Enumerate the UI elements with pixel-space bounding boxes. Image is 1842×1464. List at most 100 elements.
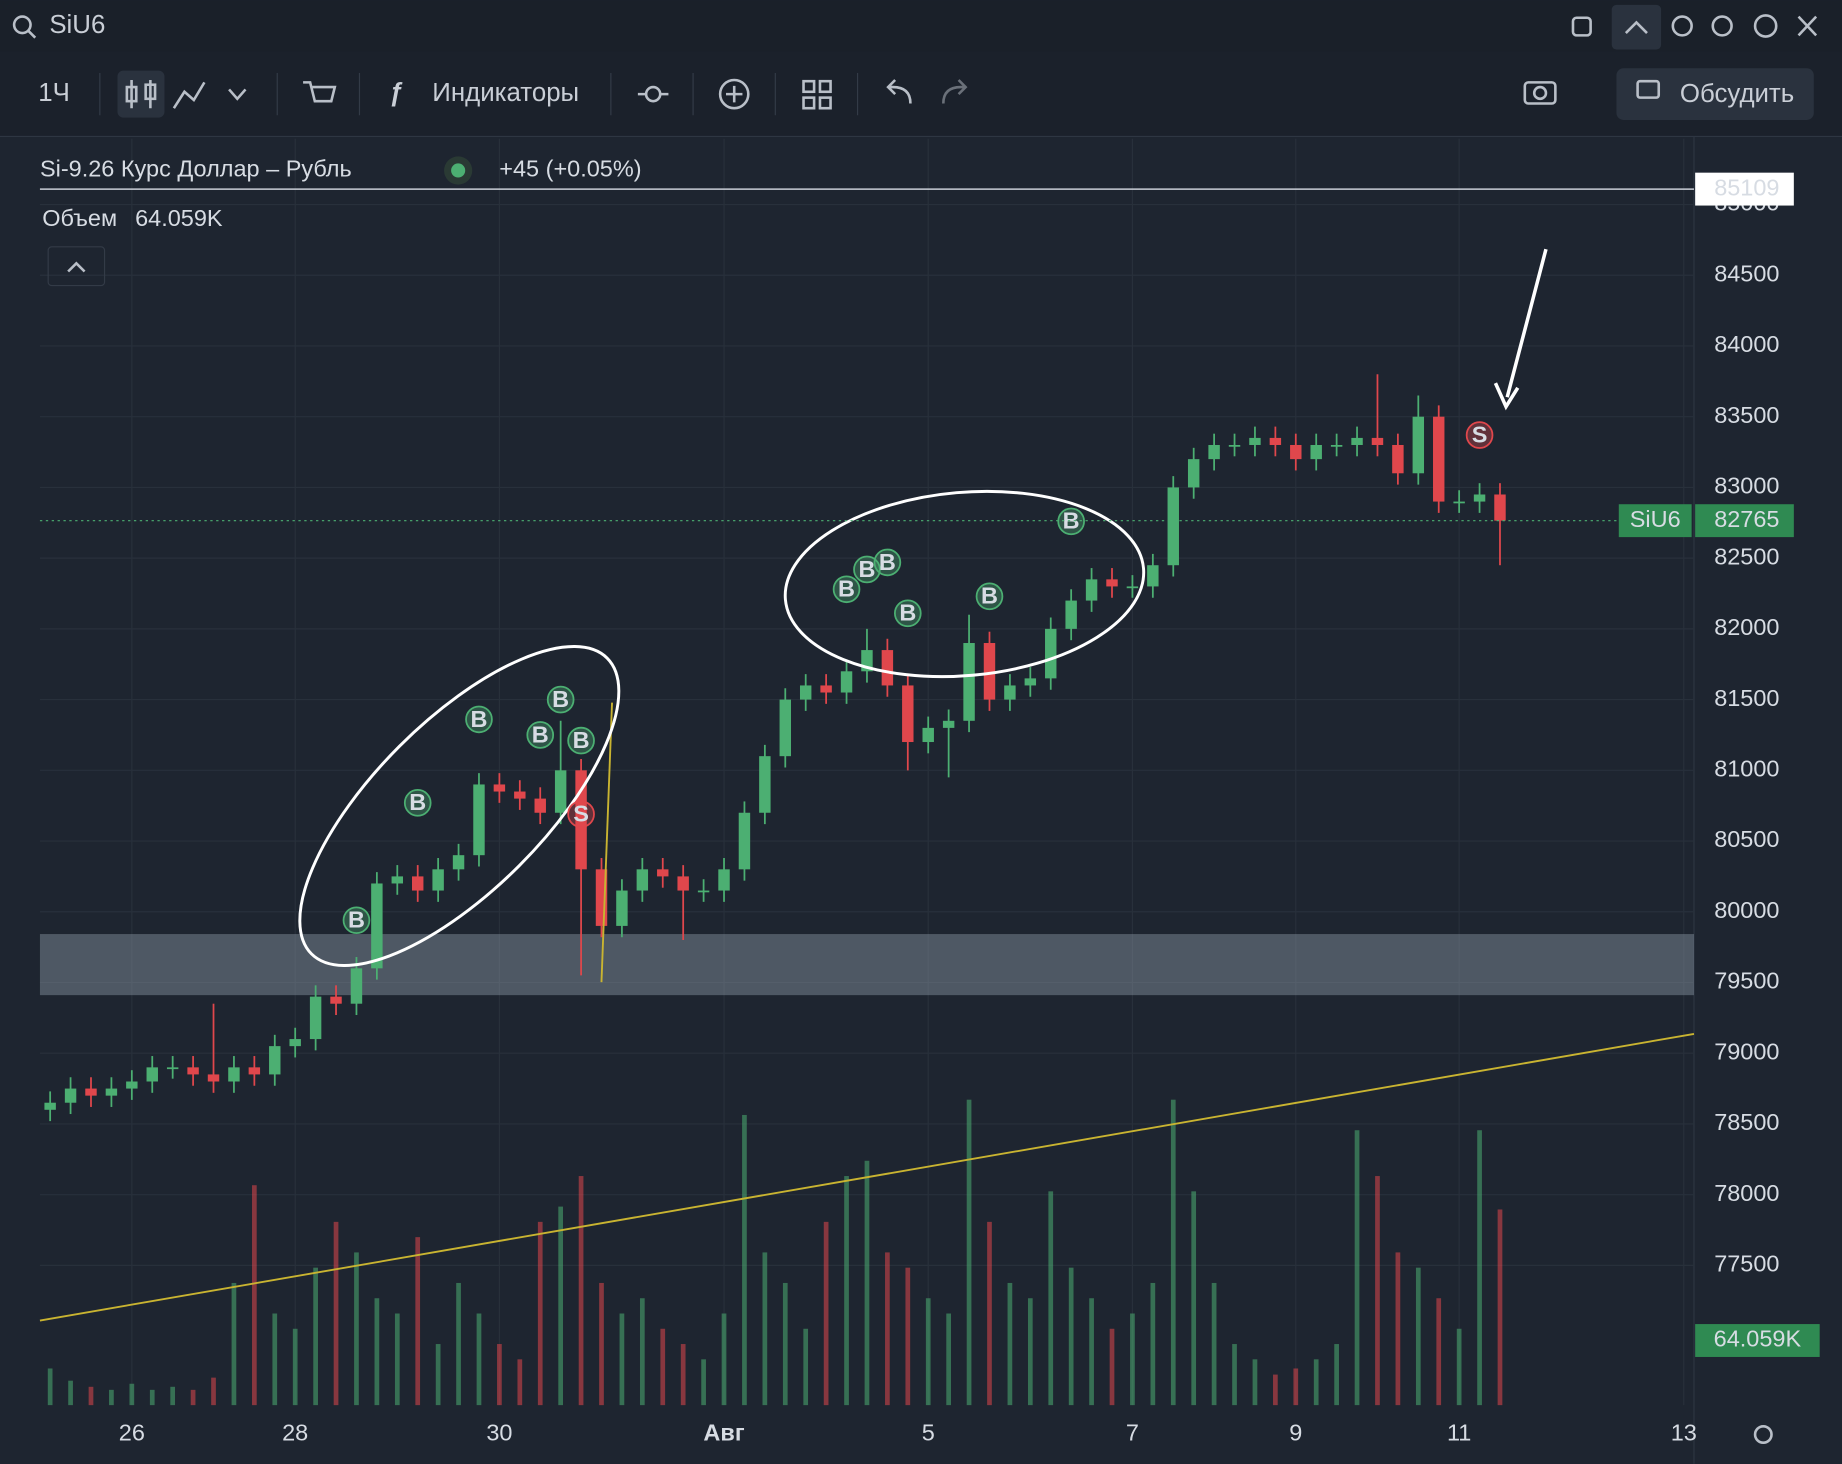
candle-body	[105, 1088, 118, 1096]
indicators-button[interactable]: Индикаторы	[432, 79, 579, 107]
candle-body	[1290, 444, 1302, 460]
volume-bar	[1273, 1374, 1278, 1406]
volume-bar	[476, 1313, 482, 1406]
instrument-title: Si-9.26 Курс Доллар – Рубль	[40, 156, 352, 182]
candle-body	[738, 812, 751, 870]
volume-bar	[1456, 1328, 1462, 1406]
candle-body	[1126, 586, 1139, 589]
volume-bar	[885, 1252, 890, 1406]
candle-body	[1167, 487, 1179, 566]
close-button[interactable]	[1797, 15, 1818, 37]
volume-bar	[88, 1386, 94, 1406]
discuss-icon	[1636, 79, 1661, 99]
volume-bar	[1354, 1130, 1360, 1406]
candle-body	[1147, 565, 1159, 587]
y-tick-label: 82000	[1714, 614, 1779, 640]
candle-body	[126, 1081, 138, 1089]
volume-bar	[354, 1252, 359, 1406]
trend-line	[39, 1032, 1695, 1322]
volume-bar	[680, 1344, 686, 1406]
candle-body	[881, 650, 894, 686]
search-icon[interactable]	[12, 15, 32, 35]
symbol-search[interactable]: SiU6	[49, 11, 105, 39]
y-tick-label: 79000	[1714, 1038, 1779, 1064]
settings-icon[interactable]	[1711, 15, 1733, 37]
y-tick-label: 83500	[1714, 402, 1779, 428]
candle-body	[1412, 416, 1425, 474]
volume-bar	[374, 1298, 380, 1406]
candle-body	[146, 1067, 158, 1082]
axis-settings[interactable]	[1753, 1424, 1773, 1445]
layout-icon	[818, 79, 832, 94]
settings-icon[interactable]	[1671, 15, 1693, 37]
candle-body	[1473, 494, 1486, 502]
volume-bar	[1415, 1267, 1421, 1406]
volume-bar	[905, 1267, 911, 1406]
candle-body	[902, 685, 914, 743]
trade-marker	[567, 800, 595, 828]
volume-layer	[47, 1099, 1503, 1406]
volume-bar	[1089, 1298, 1094, 1406]
window-button[interactable]	[1571, 16, 1592, 37]
candle-body	[493, 784, 506, 792]
x-tick-label: 28	[282, 1420, 308, 1446]
candle-body	[697, 890, 710, 893]
y-tick-label: 81500	[1714, 685, 1779, 711]
volume-bar	[558, 1206, 564, 1406]
discuss-button[interactable]	[1616, 68, 1814, 120]
candle-body	[677, 876, 689, 891]
candle-body	[1085, 579, 1098, 601]
y-tick-label: 80000	[1714, 897, 1779, 923]
candle-body	[85, 1088, 97, 1096]
candle-body	[248, 1067, 261, 1075]
volume-bar	[1497, 1209, 1503, 1406]
layout-button[interactable]	[802, 79, 832, 110]
candle-body	[1392, 444, 1404, 474]
line-type-button[interactable]	[172, 81, 206, 109]
settings-icon[interactable]	[1753, 14, 1778, 38]
trade-marker-label: B	[1063, 508, 1080, 534]
volume-bar	[1375, 1176, 1380, 1406]
candle-body	[411, 876, 424, 891]
add-icon	[725, 85, 743, 103]
volume-bar	[599, 1282, 604, 1406]
volume-bar	[47, 1368, 53, 1406]
add-button[interactable]	[718, 78, 750, 110]
candle-type-button[interactable]	[117, 70, 165, 118]
redo-button[interactable]	[942, 79, 968, 104]
volume-bar	[415, 1237, 421, 1406]
volume-bar	[1232, 1344, 1237, 1406]
volume-bar	[1252, 1359, 1258, 1406]
x-tick-label: 7	[1126, 1420, 1139, 1446]
candle-body	[636, 869, 649, 891]
cart-button[interactable]	[303, 81, 337, 103]
layout-icon	[802, 79, 816, 94]
screenshot-button[interactable]	[1523, 81, 1557, 105]
volume-bar	[313, 1267, 318, 1406]
trade-marker-label: B	[409, 789, 426, 815]
candle-body	[942, 720, 955, 728]
volume-bar	[1048, 1191, 1054, 1406]
candle-body	[452, 855, 465, 870]
trade-marker	[1465, 421, 1494, 449]
interval-button[interactable]: 1Ч	[38, 79, 70, 107]
legend-collapse-icon	[67, 261, 86, 273]
volume-bar	[170, 1386, 176, 1406]
volume-bar	[1211, 1282, 1217, 1406]
volume-box	[1695, 1324, 1820, 1357]
chart-type-dropdown[interactable]	[228, 88, 247, 101]
volume-bar	[1007, 1282, 1013, 1406]
volume-bar	[1068, 1267, 1074, 1406]
volume-bar	[394, 1313, 400, 1406]
candle-body	[595, 869, 608, 926]
collapse-button[interactable]	[1611, 4, 1662, 50]
candle-body	[330, 996, 342, 1004]
candle-body	[1433, 416, 1445, 502]
candle-body	[1045, 628, 1057, 679]
undo-button[interactable]	[886, 79, 912, 104]
volume-bar	[109, 1389, 114, 1406]
volume-bar	[231, 1282, 237, 1406]
legend-collapse[interactable]	[47, 246, 106, 287]
